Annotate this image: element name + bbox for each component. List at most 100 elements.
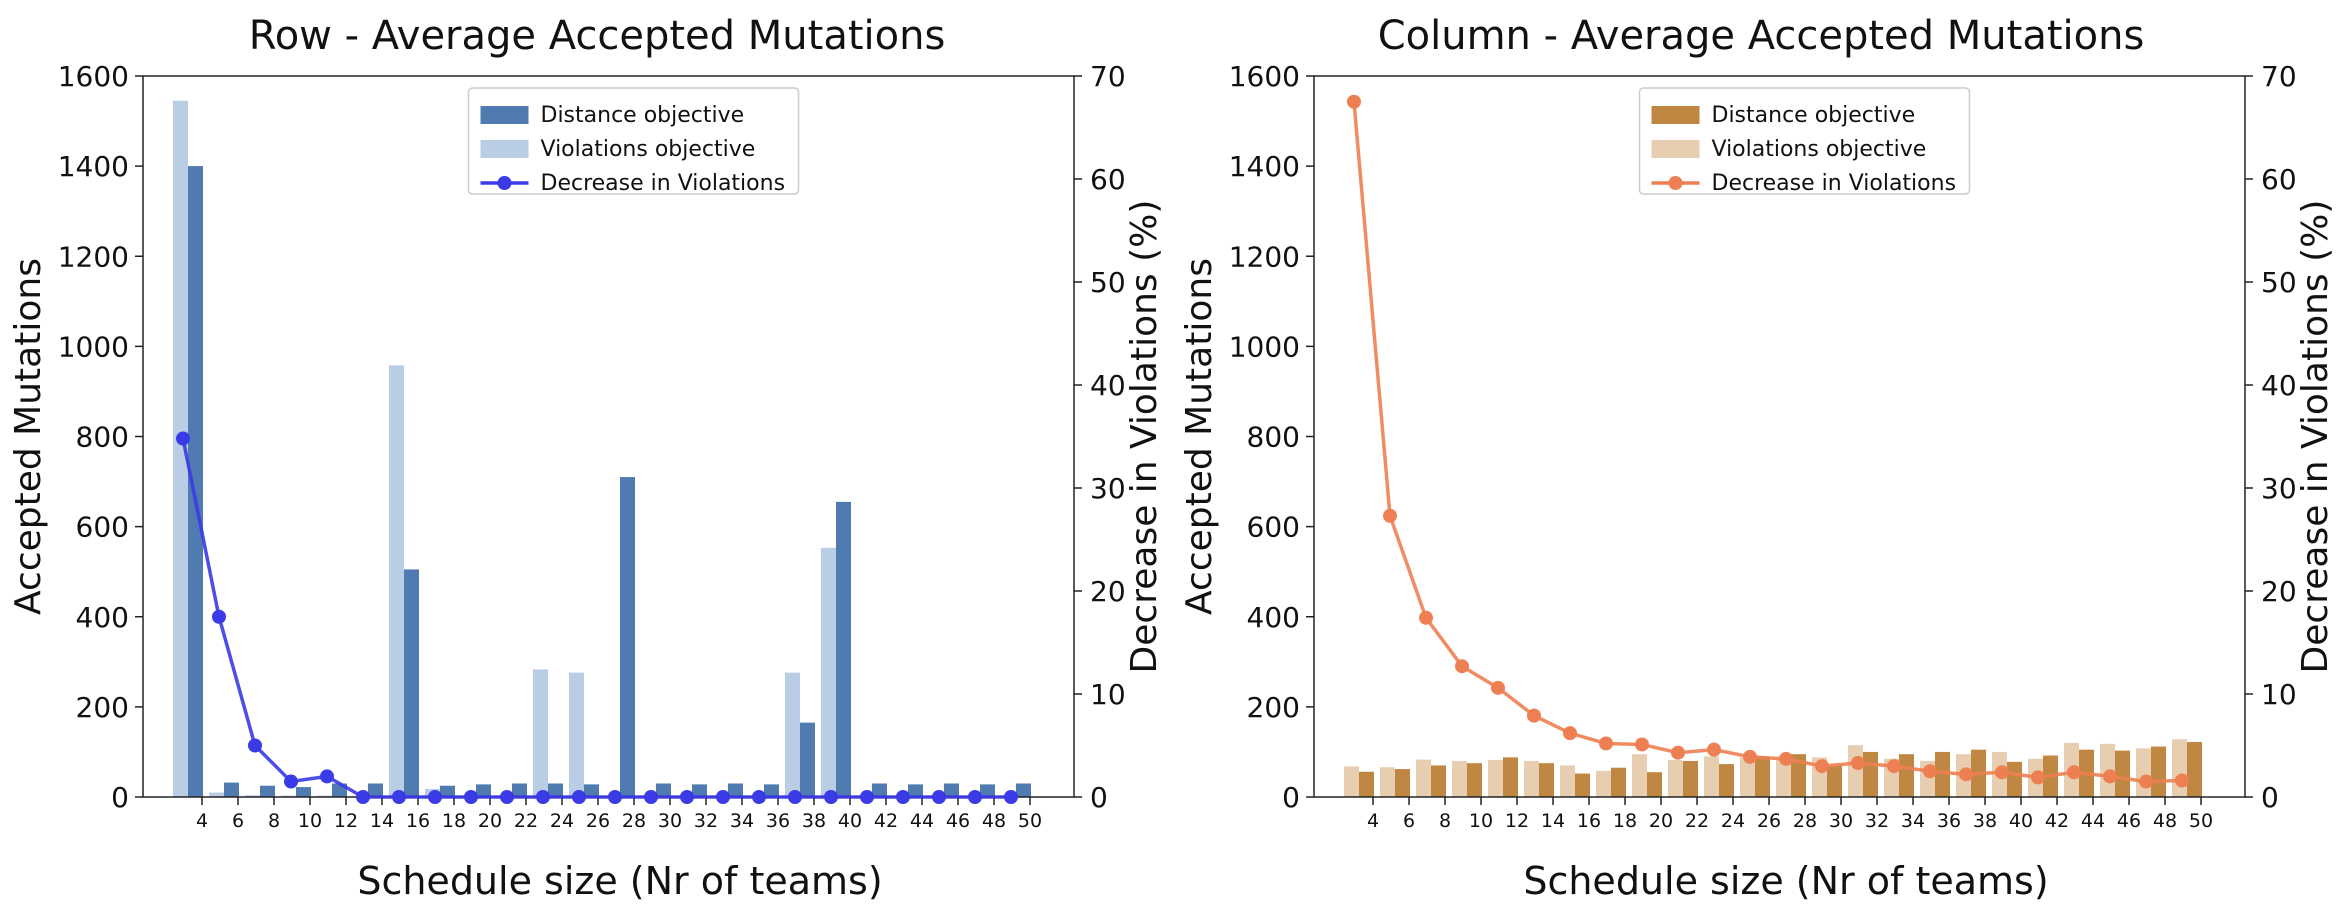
decrease-in-violations-point (1347, 94, 1361, 109)
y-axis-label: Accepted Mutations (1179, 258, 1220, 615)
y2-axis-tick-label: 40 (2261, 369, 2297, 402)
decrease-in-violations-point (896, 790, 910, 804)
legend-marker (1668, 176, 1683, 190)
decrease-in-violations-point (752, 790, 766, 804)
distance-bar (224, 782, 239, 797)
x-axis-tick-label: 18 (442, 810, 466, 832)
x-axis-tick-label: 12 (1505, 810, 1529, 832)
decrease-in-violations-point (1491, 680, 1505, 695)
decrease-in-violations-point (500, 790, 514, 804)
distance-bar (2115, 750, 2130, 797)
distance-bar (692, 784, 707, 797)
decrease-in-violations-point (1851, 756, 1865, 771)
y2-axis-tick-label: 10 (1090, 678, 1126, 711)
decrease-in-violations-point (1815, 759, 1829, 774)
y2-axis-tick-label: 20 (1090, 575, 1126, 608)
y2-axis-tick-label: 30 (2261, 472, 2297, 505)
distance-bar (404, 569, 419, 797)
x-axis-tick-label: 30 (658, 810, 682, 832)
y2-axis-tick-label: 20 (2261, 575, 2297, 608)
row-chart-x-axis-label: Schedule size (Nr of teams) (343, 856, 897, 906)
decrease-in-violations-point (356, 790, 370, 804)
x-axis-tick-label: 8 (268, 810, 280, 832)
decrease-in-violations-point (572, 790, 586, 804)
decrease-in-violations-point (284, 774, 298, 789)
distance-bar (1503, 757, 1518, 797)
x-axis-tick-label: 18 (1613, 810, 1637, 832)
violations-bar (1632, 754, 1647, 797)
distance-bar (980, 784, 995, 797)
x-axis-tick-label: 48 (2153, 810, 2177, 832)
x-axis-tick-label: 24 (1721, 810, 1745, 832)
y2-axis-tick-label: 70 (2261, 60, 2297, 93)
y-axis-tick-label: 600 (76, 511, 129, 544)
x-axis-tick-label: 46 (946, 810, 970, 832)
violations-bar (2136, 748, 2151, 797)
distance-bar (872, 783, 887, 797)
violations-bar (1380, 767, 1395, 797)
legend-label: Distance objective (1712, 103, 1916, 128)
distance-bar (1575, 773, 1590, 797)
legend-swatch (1651, 106, 1700, 124)
violations-bar (1560, 765, 1575, 797)
distance-bar (1863, 751, 1878, 797)
distance-bar (800, 722, 815, 797)
violations-bar (785, 672, 800, 797)
distance-bar (1827, 765, 1842, 797)
violations-bar (1776, 758, 1791, 797)
x-axis-tick-label: 4 (196, 810, 208, 832)
y-axis-tick-label: 1600 (58, 60, 129, 93)
decrease-in-violations-point (1923, 764, 1937, 779)
x-axis-tick-label: 32 (1865, 810, 1889, 832)
y2-axis-tick-label: 40 (1090, 369, 1126, 402)
x-axis-tick-label: 28 (622, 810, 646, 832)
distance-bar (728, 783, 743, 797)
distance-bar (1683, 760, 1698, 797)
decrease-in-violations-point (2031, 770, 2045, 785)
decrease-in-violations-point (2103, 769, 2117, 784)
y-axis-label: Accepted Mutations (8, 258, 49, 615)
distance-bar (2151, 746, 2166, 797)
decrease-in-violations-point (2139, 774, 2153, 789)
decrease-in-violations-point (824, 790, 838, 804)
decrease-in-violations-point (1707, 742, 1721, 757)
y-axis-tick-label: 0 (1282, 781, 1300, 814)
x-axis-tick-label: 40 (2009, 810, 2033, 832)
x-axis-tick-label: 26 (1757, 810, 1781, 832)
y2-axis-tick-label: 70 (1090, 60, 1126, 93)
y-axis-tick-label: 1000 (1229, 330, 1300, 363)
decrease-in-violations-point (176, 431, 190, 446)
x-axis-tick-label: 16 (406, 810, 430, 832)
x-axis-tick-label: 36 (1937, 810, 1961, 832)
decrease-in-violations-point (968, 790, 982, 804)
violations-bar (209, 792, 224, 797)
x-axis-tick-label: 14 (1541, 810, 1565, 832)
distance-bar (1539, 763, 1554, 797)
legend-label: Violations objective (541, 137, 756, 162)
distance-bar (368, 783, 383, 797)
x-axis-tick-label: 22 (1685, 810, 1709, 832)
legend-box (467, 87, 800, 195)
y2-axis-tick-label: 50 (2261, 266, 2297, 299)
decrease-in-violations-point (1563, 726, 1577, 741)
x-axis-tick-label: 44 (910, 810, 934, 832)
y-axis-tick-label: 200 (1247, 691, 1300, 724)
distance-bar (1791, 754, 1806, 797)
decrease-in-violations-point (1455, 659, 1469, 674)
violations-bar (821, 547, 836, 797)
y2-axis-tick-label: 60 (1090, 163, 1126, 196)
decrease-in-violations-point (212, 609, 226, 624)
x-axis-tick-label: 42 (874, 810, 898, 832)
decrease-in-violations-point (1743, 749, 1757, 764)
distance-bar (1395, 769, 1410, 797)
violations-bar (1452, 760, 1467, 797)
decrease-in-violations-point (536, 790, 550, 804)
violations-bar (389, 365, 404, 797)
decrease-in-violations-point (1995, 765, 2009, 780)
violations-bar (2172, 739, 2187, 797)
x-axis-tick-label: 34 (1901, 810, 1925, 832)
decrease-in-violations-point (1383, 508, 1397, 523)
violations-bar (1704, 756, 1719, 797)
distance-bar (764, 784, 779, 797)
legend-swatch (1651, 140, 1700, 158)
